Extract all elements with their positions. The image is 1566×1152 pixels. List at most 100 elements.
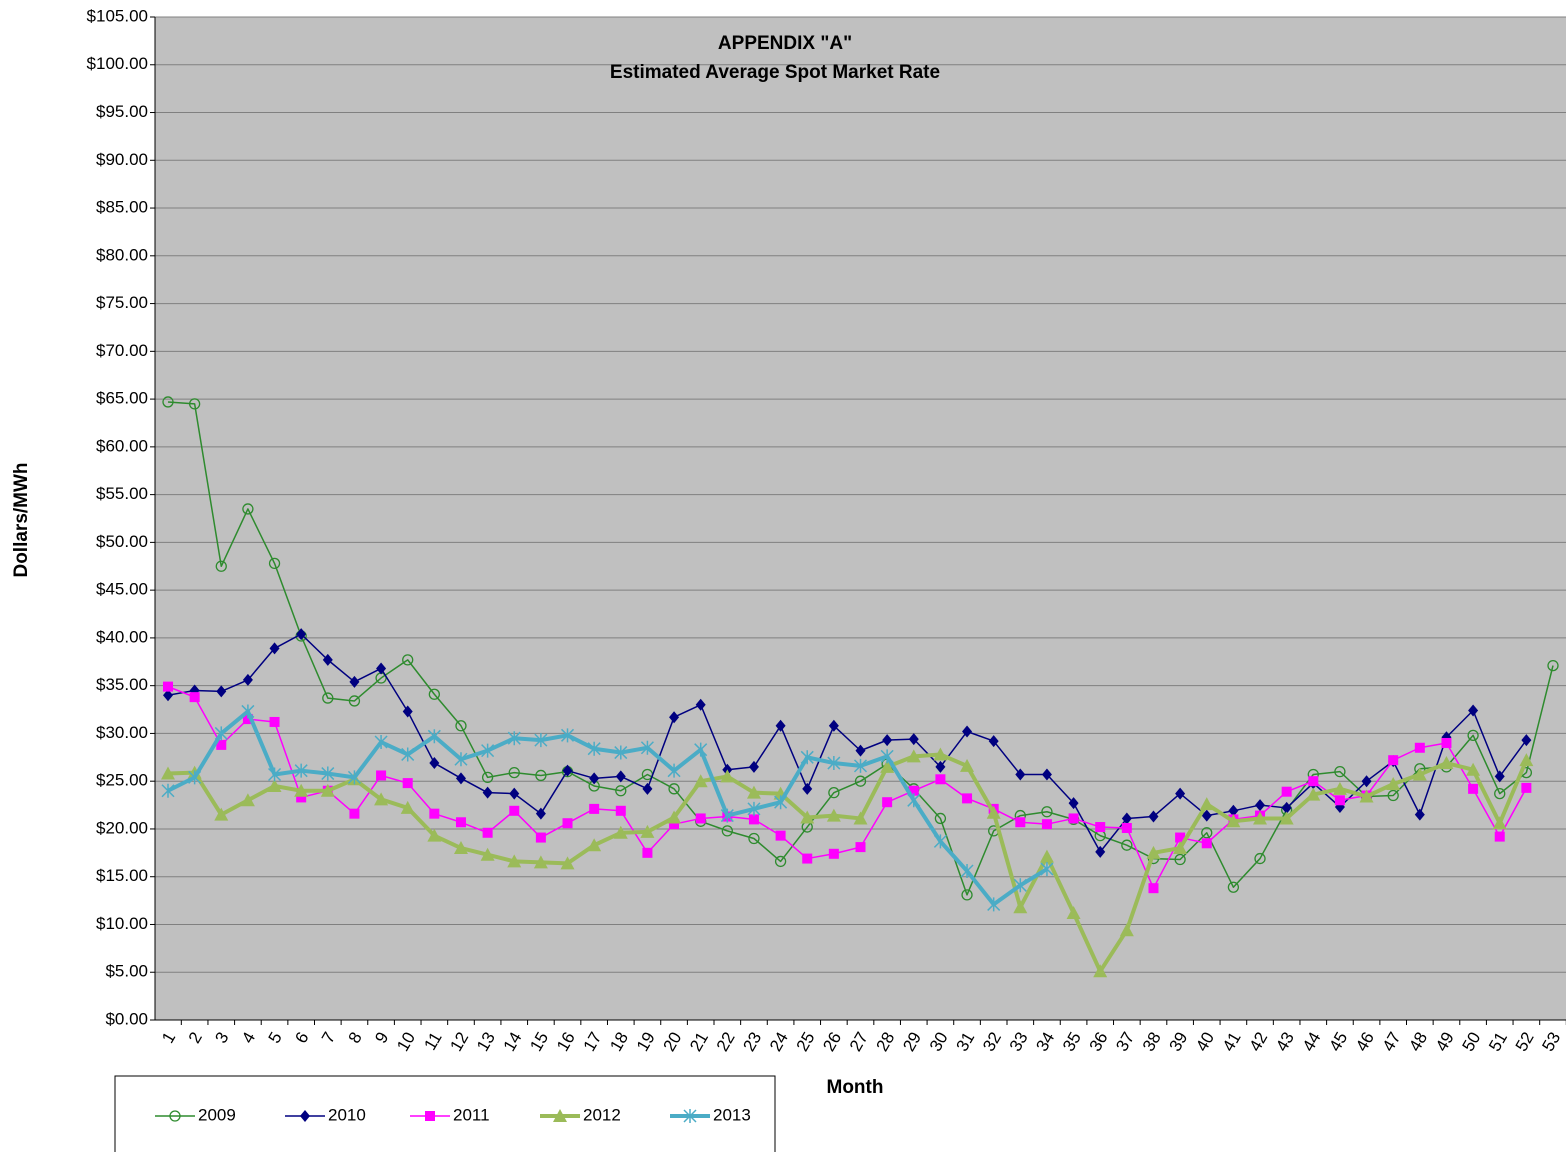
marker — [908, 733, 919, 746]
marker — [507, 854, 522, 868]
marker — [933, 834, 947, 849]
marker — [401, 747, 415, 762]
marker — [1015, 817, 1026, 828]
marker — [1279, 811, 1294, 825]
y-tick-label: $45.00 — [96, 580, 148, 599]
legend-label: 2009 — [198, 1105, 236, 1124]
marker — [1253, 811, 1268, 825]
x-tick-label: 25 — [793, 1029, 819, 1055]
chart-title: APPENDIX "A" — [718, 33, 852, 54]
marker — [828, 848, 839, 859]
series-line — [167, 633, 1527, 853]
marker — [1148, 883, 1159, 894]
marker — [509, 787, 520, 800]
y-tick-label: $0.00 — [105, 1009, 148, 1028]
marker — [933, 747, 948, 761]
marker — [1387, 789, 1399, 802]
x-tick-label: 6 — [291, 1029, 312, 1047]
x-tick-label: 46 — [1352, 1029, 1378, 1055]
marker — [509, 805, 520, 816]
marker — [402, 654, 414, 666]
x-tick-label: 43 — [1272, 1029, 1298, 1055]
marker — [242, 673, 253, 686]
marker — [429, 808, 440, 819]
marker — [1439, 756, 1454, 770]
marker — [1254, 852, 1266, 865]
marker — [802, 853, 813, 864]
marker — [906, 749, 921, 763]
marker — [1388, 755, 1399, 766]
marker — [349, 675, 360, 688]
marker — [853, 758, 868, 773]
marker — [826, 808, 841, 822]
marker — [1013, 878, 1027, 893]
x-tick-label: 14 — [500, 1029, 526, 1055]
y-tick-label: $30.00 — [96, 723, 148, 742]
marker — [214, 807, 229, 821]
marker — [402, 778, 413, 789]
marker — [1148, 810, 1159, 823]
marker — [268, 557, 281, 570]
marker — [294, 783, 309, 797]
marker — [294, 763, 308, 778]
marker — [774, 855, 787, 868]
marker — [1094, 829, 1106, 842]
x-tick-label: 24 — [766, 1029, 792, 1055]
marker — [553, 1109, 567, 1122]
marker — [695, 698, 706, 711]
x-tick-label: 52 — [1512, 1029, 1538, 1055]
marker — [374, 792, 389, 806]
marker — [348, 695, 361, 707]
marker — [162, 396, 174, 408]
marker — [1040, 862, 1054, 877]
x-tick-label: 50 — [1459, 1029, 1485, 1055]
marker — [1146, 845, 1161, 859]
marker — [1093, 964, 1108, 978]
x-tick-label: 53 — [1538, 1029, 1564, 1055]
y-tick-label: $15.00 — [96, 866, 148, 885]
marker — [1494, 787, 1506, 800]
y-tick-label: $35.00 — [96, 675, 148, 694]
series-line — [167, 685, 1528, 889]
marker — [1173, 841, 1188, 855]
marker — [748, 832, 760, 845]
x-tick-label: 34 — [1032, 1029, 1058, 1055]
marker — [667, 763, 681, 778]
x-tick-label: 49 — [1432, 1029, 1458, 1055]
x-tick-label: 38 — [1139, 1029, 1165, 1055]
y-axis-label: Dollars/MWh — [11, 462, 32, 577]
y-tick-label: $10.00 — [96, 914, 148, 933]
marker — [1467, 729, 1479, 741]
marker — [1201, 809, 1212, 822]
marker — [429, 757, 440, 770]
marker — [613, 825, 628, 839]
marker — [1068, 797, 1079, 810]
x-tick-label: 29 — [899, 1029, 925, 1055]
marker — [961, 889, 973, 901]
marker — [376, 662, 387, 675]
marker — [241, 704, 255, 719]
y-tick-label: $40.00 — [96, 627, 148, 646]
x-tick-label: 21 — [686, 1029, 712, 1055]
y-tick-label: $95.00 — [96, 102, 148, 121]
marker — [455, 720, 467, 732]
marker — [1521, 782, 1532, 793]
marker — [589, 803, 600, 814]
marker — [962, 793, 973, 804]
marker — [1468, 704, 1479, 717]
marker — [533, 855, 548, 869]
legend-label: 2010 — [328, 1105, 366, 1124]
grid — [155, 16, 1566, 1021]
marker — [296, 628, 307, 641]
x-tick-label: 44 — [1299, 1029, 1325, 1055]
marker — [667, 810, 682, 824]
marker — [481, 743, 495, 758]
marker — [427, 729, 441, 744]
x-tick-label: 30 — [926, 1029, 952, 1055]
y-tick-label: $85.00 — [96, 198, 148, 217]
marker — [640, 740, 654, 755]
x-tick-label: 35 — [1059, 1029, 1085, 1055]
series-lines — [161, 396, 1559, 978]
marker — [642, 847, 653, 858]
marker — [1095, 822, 1106, 833]
